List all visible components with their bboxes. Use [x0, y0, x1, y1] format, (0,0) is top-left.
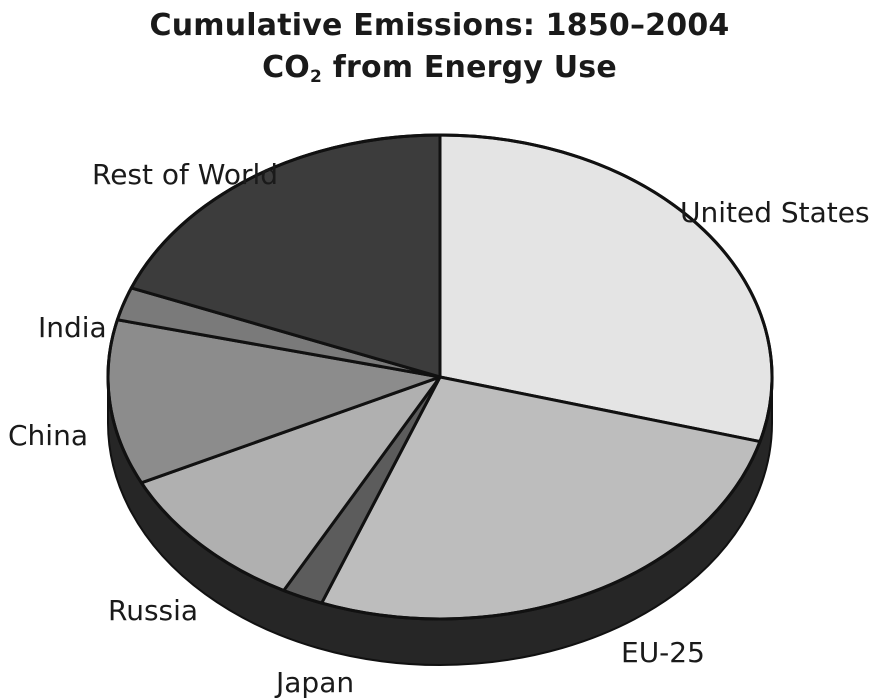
- subtitle-suffix: from Energy Use: [322, 50, 617, 85]
- chart-subtitle: CO2 from Energy Use: [0, 50, 879, 87]
- slice-label-japan: Japan: [274, 666, 354, 698]
- slice-label-eu-25: EU-25: [621, 636, 705, 669]
- slice-label-russia: Russia: [108, 594, 198, 627]
- slice-label-united-states: United States: [680, 196, 870, 229]
- slice-label-rest-of-world: Rest of World: [92, 158, 278, 191]
- slice-label-india: India: [38, 311, 107, 344]
- subtitle-subscript: 2: [310, 67, 323, 87]
- pie-rim: [106, 133, 774, 621]
- pie-slices: [106, 133, 774, 621]
- subtitle-prefix: CO: [262, 50, 311, 85]
- slice-label-china: China: [8, 419, 88, 452]
- pie-labels: United States EU-25 Japan Russia China India R…: [8, 158, 870, 698]
- chart-title: Cumulative Emissions: 1850–2004: [149, 8, 730, 43]
